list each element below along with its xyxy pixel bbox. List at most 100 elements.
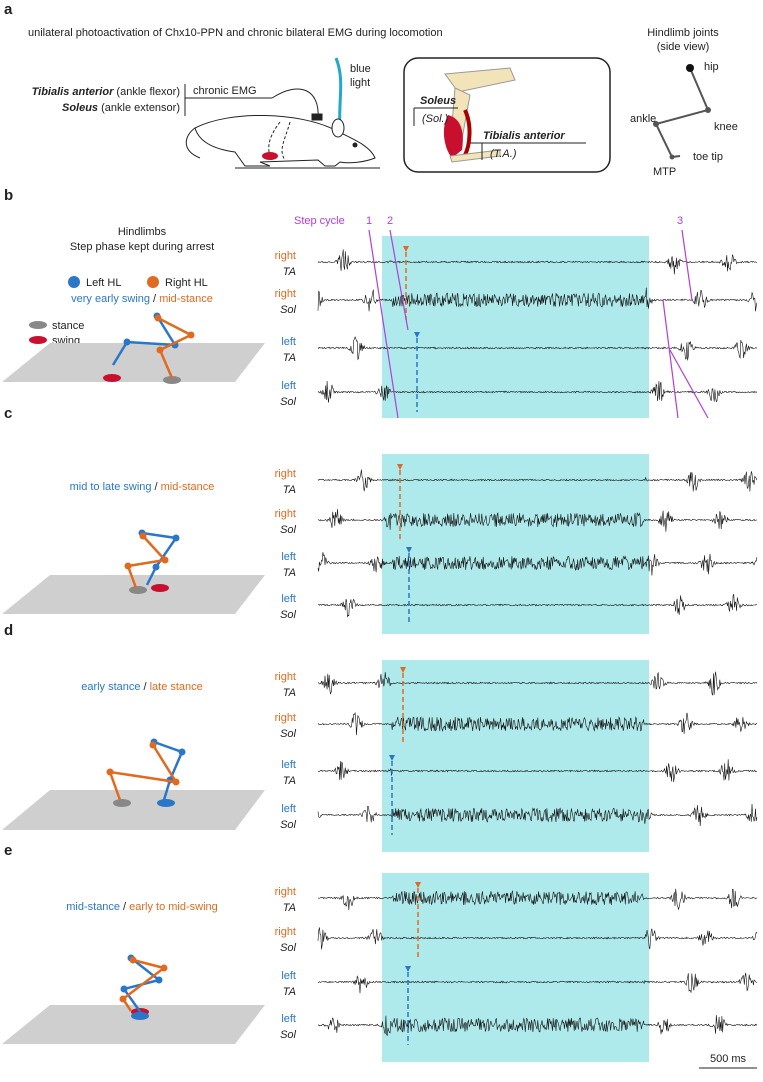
phase-caption: very early swing / mid-stance	[71, 293, 213, 305]
joint	[123, 338, 131, 346]
channel-side: right	[275, 712, 296, 724]
leg	[108, 744, 179, 801]
inset-label: Tibialis anterior	[483, 130, 565, 142]
channel-side: right	[275, 468, 296, 480]
channel-muscle: TA	[283, 687, 296, 699]
leader	[413, 107, 458, 126]
joints-title: Hindlimb joints	[647, 27, 719, 39]
step-cycle-line	[662, 299, 679, 419]
joint	[154, 314, 162, 322]
channel-side: right	[275, 508, 296, 520]
arrest-marker	[400, 667, 406, 673]
channel-muscle: Sol	[280, 524, 296, 536]
cycle-number: 2	[387, 215, 393, 227]
phase-text: mid-stance	[159, 293, 213, 305]
channel-side: left	[281, 970, 296, 982]
cycle-number: 1	[366, 215, 372, 227]
channel-side: right	[275, 886, 296, 898]
emg-trace	[317, 711, 758, 736]
swing-marker	[103, 374, 121, 382]
legend-swatch	[29, 336, 47, 344]
legend-title: Step phase kept during arrest	[70, 241, 214, 253]
step-cycle-line	[681, 229, 693, 301]
panel-title: unilateral photoactivation of Chx10-PPN …	[28, 27, 443, 39]
channel-muscle: Sol	[280, 728, 296, 740]
stance-marker	[163, 376, 181, 384]
phase-text: /	[144, 681, 148, 693]
phase-text: /	[123, 901, 127, 913]
joint	[119, 995, 127, 1003]
channel-muscle: TA	[283, 484, 296, 496]
emg-trace	[317, 249, 758, 275]
joint	[161, 556, 169, 564]
joint	[139, 532, 147, 540]
channel-side: left	[281, 803, 296, 815]
muscle-label: Tibialis anterior (ankle flexor)	[32, 86, 180, 98]
joint	[160, 964, 168, 972]
channel-muscle: TA	[283, 266, 296, 278]
channel-side: right	[275, 250, 296, 262]
panel-label: b	[4, 187, 13, 204]
channel-side: left	[281, 551, 296, 563]
phase-text: early stance	[81, 681, 140, 693]
joint-label: MTP	[653, 166, 676, 178]
joint	[187, 331, 195, 339]
joint	[152, 563, 160, 571]
cable	[271, 88, 319, 119]
stance-marker	[129, 586, 147, 594]
panel-label: c	[4, 405, 12, 422]
joint	[120, 985, 128, 993]
emg-trace	[317, 927, 758, 950]
leg	[141, 531, 179, 586]
inset-label: (Sol.)	[422, 113, 449, 125]
channel-muscle: Sol	[280, 942, 296, 954]
arrest-marker	[397, 464, 403, 470]
photoactivation-window	[382, 454, 649, 634]
channel-side: left	[281, 336, 296, 348]
floor	[2, 575, 265, 614]
emg-trace	[317, 336, 758, 361]
legend-label: Left HL	[86, 277, 121, 289]
emg-trace	[317, 469, 758, 492]
panel-label: e	[4, 842, 12, 859]
joint	[172, 778, 180, 786]
step-cycle-line	[669, 349, 709, 419]
floor	[2, 343, 265, 382]
channel-muscle: TA	[283, 567, 296, 579]
stance-marker	[131, 1012, 149, 1020]
photoactivation-window	[382, 660, 649, 852]
inset-label: (T.A.)	[490, 148, 517, 160]
channel-muscle: TA	[283, 902, 296, 914]
arrest-marker	[403, 246, 409, 252]
leg	[126, 535, 168, 589]
photoactivation-window	[382, 236, 649, 418]
stance-marker	[113, 799, 131, 807]
channel-side: right	[275, 671, 296, 683]
joint	[178, 748, 186, 756]
channel-side: left	[281, 759, 296, 771]
light-label: light	[350, 77, 370, 89]
channel-muscle: Sol	[280, 1029, 296, 1041]
emg-trace	[317, 972, 758, 994]
leg	[121, 958, 167, 1012]
arrest-marker	[389, 755, 395, 761]
joints-subtitle: (side view)	[657, 41, 710, 53]
phase-caption: mid to late swing / mid-stance	[70, 481, 215, 493]
channel-muscle: TA	[283, 352, 296, 364]
step-cycle-label: Step cycle	[294, 215, 345, 227]
phase-caption: early stance / late stance	[81, 681, 203, 693]
floor	[2, 790, 265, 830]
emg-trace	[317, 671, 758, 696]
bracket	[184, 84, 272, 116]
emg-trace	[317, 888, 758, 911]
channel-side: left	[281, 1013, 296, 1025]
muscle-label: Soleus (ankle extensor)	[62, 102, 180, 114]
joint	[149, 741, 157, 749]
step-cycle-line	[389, 229, 409, 331]
inset-label: Soleus	[420, 95, 456, 107]
emg-trace	[317, 509, 758, 532]
joint-label: ankle	[630, 113, 656, 125]
arrest-marker	[406, 547, 412, 553]
channel-side: left	[281, 380, 296, 392]
emg-trace	[317, 287, 758, 312]
